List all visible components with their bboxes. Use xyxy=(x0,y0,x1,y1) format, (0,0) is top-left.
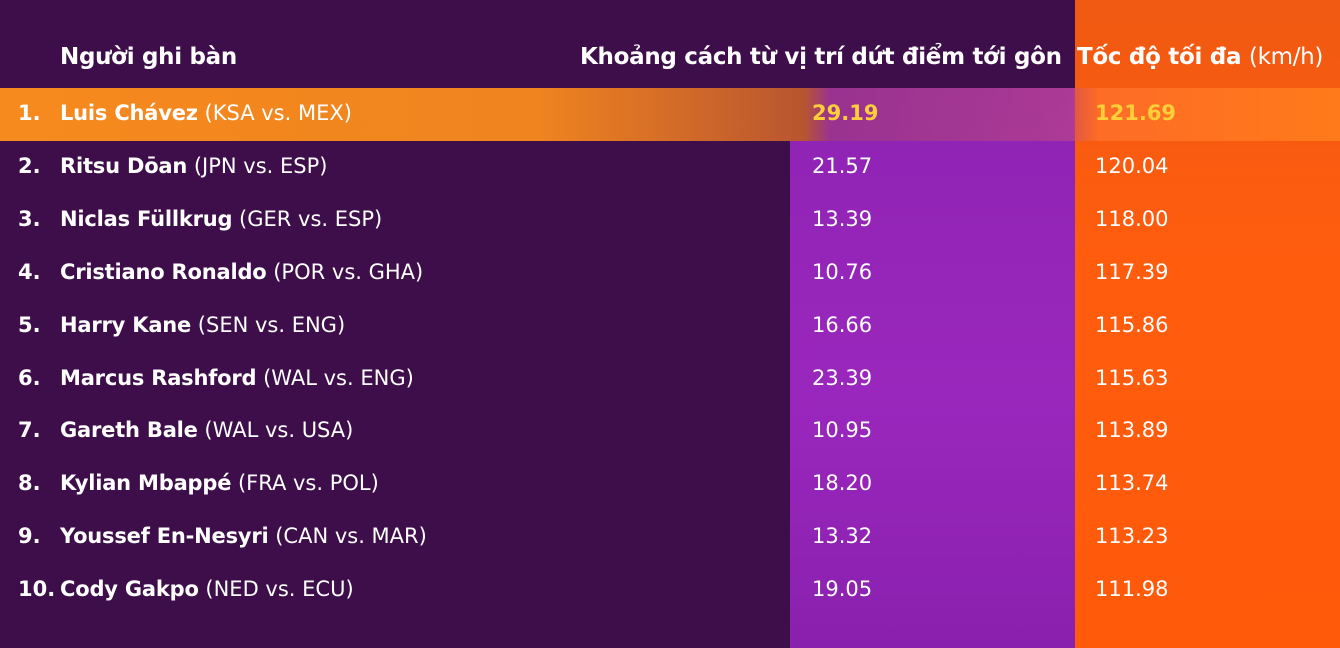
distance: 21.57 xyxy=(812,153,873,178)
table-row: 9. Youssef En-Nesyri (CAN vs. MAR) 13.32 11… xyxy=(0,511,1340,564)
speed: 121.69 xyxy=(1095,101,1177,125)
speed: 118.00 xyxy=(1095,206,1169,231)
scorer: Luis Chávez (KSA vs. MEX) xyxy=(60,101,352,125)
player-name: Kylian Mbappé xyxy=(60,471,232,496)
scorer: Cody Gakpo (NED vs. ECU) xyxy=(60,577,354,601)
player-name: Gareth Bale xyxy=(60,418,198,443)
rank: 6. xyxy=(18,365,41,390)
distance: 19.05 xyxy=(812,577,873,602)
scorer: Niclas Füllkrug (GER vs. ESP) xyxy=(60,207,382,231)
rank: 1. xyxy=(18,101,41,125)
table-row: 3. Niclas Füllkrug (GER vs. ESP) 13.39 118.… xyxy=(0,194,1340,247)
match: (POR vs. GHA) xyxy=(273,259,424,284)
player-name: Ritsu Dōan xyxy=(60,153,188,178)
table-row: 5. Harry Kane (SEN vs. ENG) 16.66 115.86 xyxy=(0,300,1340,353)
player-name: Youssef En-Nesyri xyxy=(60,524,269,549)
scorer: Youssef En-Nesyri (CAN vs. MAR) xyxy=(60,524,427,548)
distance: 10.95 xyxy=(812,418,873,443)
speed: 120.04 xyxy=(1095,153,1169,178)
header-speed-unit: (km/h) xyxy=(1248,44,1324,70)
distance: 23.39 xyxy=(812,365,873,390)
player-name: Harry Kane xyxy=(60,312,192,337)
scorer: Cristiano Ronaldo (POR vs. GHA) xyxy=(60,260,423,284)
match: (SEN vs. ENG) xyxy=(197,312,346,337)
match: (WAL vs. USA) xyxy=(204,418,354,443)
speed: 113.74 xyxy=(1095,471,1169,496)
distance: 29.19 xyxy=(812,101,879,125)
highlight-row-bg xyxy=(0,88,1340,141)
table-row: 2. Ritsu Dōan (JPN vs. ESP) 21.57 120.04 xyxy=(0,141,1340,194)
speed: 113.89 xyxy=(1095,418,1169,443)
match: (WAL vs. ENG) xyxy=(263,365,414,390)
table-row: 7. Gareth Bale (WAL vs. USA) 10.95 113.89 xyxy=(0,405,1340,458)
speed: 113.23 xyxy=(1095,524,1169,549)
match: (JPN vs. ESP) xyxy=(193,153,328,178)
distance: 13.32 xyxy=(812,524,873,549)
header-scorer: Người ghi bàn xyxy=(60,44,237,70)
table-row: 1. Luis Chávez (KSA vs. MEX) 29.19 121.69 xyxy=(0,88,1340,141)
player-name: Niclas Füllkrug xyxy=(60,206,233,231)
speed: 117.39 xyxy=(1095,259,1169,284)
rank: 10. xyxy=(18,577,56,602)
match: (KSA vs. MEX) xyxy=(204,101,352,125)
scorer: Marcus Rashford (WAL vs. ENG) xyxy=(60,366,414,390)
distance: 18.20 xyxy=(812,471,873,496)
rank: 3. xyxy=(18,206,41,231)
player-name: Cristiano Ronaldo xyxy=(60,259,267,284)
scorer: Gareth Bale (WAL vs. USA) xyxy=(60,418,353,442)
scorer: Kylian Mbappé (FRA vs. POL) xyxy=(60,471,379,495)
rank: 5. xyxy=(18,312,41,337)
table-row: 6. Marcus Rashford (WAL vs. ENG) 23.39 115.… xyxy=(0,353,1340,406)
match: (CAN vs. MAR) xyxy=(275,524,427,549)
header-distance: Khoảng cách từ vị trí dứt điểm tới gôn xyxy=(580,44,1062,70)
rank: 4. xyxy=(18,259,41,284)
match: (NED vs. ECU) xyxy=(205,577,354,602)
speed: 115.63 xyxy=(1095,365,1169,390)
distance-column-bg xyxy=(790,88,1075,648)
table-row: 8. Kylian Mbappé (FRA vs. POL) 18.20 113.74 xyxy=(0,458,1340,511)
distance: 13.39 xyxy=(812,206,873,231)
speed: 111.98 xyxy=(1095,577,1169,602)
scorer: Harry Kane (SEN vs. ENG) xyxy=(60,313,345,337)
player-name: Marcus Rashford xyxy=(60,365,257,390)
header-speed: Tốc độ tối đa (km/h) xyxy=(1077,44,1323,70)
rank: 8. xyxy=(18,471,41,496)
rank: 7. xyxy=(18,418,41,443)
rank: 2. xyxy=(18,153,41,178)
distance: 10.76 xyxy=(812,259,873,284)
scorer: Ritsu Dōan (JPN vs. ESP) xyxy=(60,154,327,178)
table-row: 4. Cristiano Ronaldo (POR vs. GHA) 10.76 11… xyxy=(0,247,1340,300)
match: (FRA vs. POL) xyxy=(237,471,379,496)
player-name: Luis Chávez xyxy=(60,101,198,125)
rank: 9. xyxy=(18,524,41,549)
match: (GER vs. ESP) xyxy=(239,206,383,231)
speed: 115.86 xyxy=(1095,312,1169,337)
header-speed-label: Tốc độ tối đa xyxy=(1077,44,1242,70)
distance: 16.66 xyxy=(812,312,873,337)
table-row: 10. Cody Gakpo (NED vs. ECU) 19.05 111.98 xyxy=(0,564,1340,617)
player-name: Cody Gakpo xyxy=(60,577,199,602)
